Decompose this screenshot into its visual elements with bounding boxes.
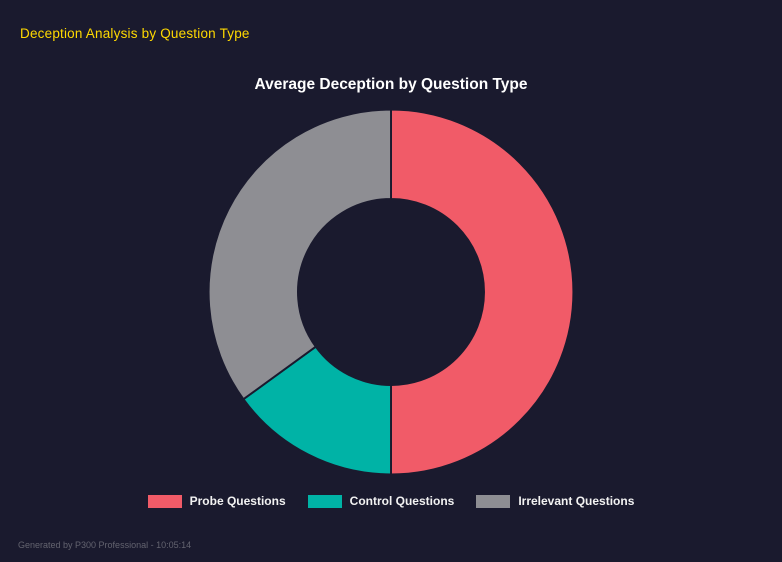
page-title: Deception Analysis by Question Type	[20, 26, 250, 41]
footer-note: Generated by P300 Professional - 10:05:1…	[18, 540, 192, 550]
donut-segment-probe-questions[interactable]	[390, 108, 575, 476]
chart-title: Average Deception by Question Type	[254, 76, 528, 93]
chart-legend: Probe Questions Control Questions Irreleva…	[147, 494, 634, 508]
donut-segment-control-questions[interactable]	[242, 345, 392, 476]
legend-swatch	[147, 494, 182, 508]
legend-label: Irrelevant Questions	[518, 494, 635, 508]
legend-label: Control Questions	[349, 494, 455, 508]
donut-chart	[207, 108, 575, 476]
legend-swatch	[476, 494, 511, 508]
donut-segment-irrelevant-questions[interactable]	[207, 108, 392, 401]
legend-item-control-questions[interactable]: Control Questions	[307, 494, 455, 508]
chart-panel: Average Deception by Question Type Probe…	[0, 62, 782, 508]
legend-item-irrelevant-questions[interactable]: Irrelevant Questions	[476, 494, 634, 508]
legend-item-probe-questions[interactable]: Probe Questions	[147, 494, 286, 508]
legend-swatch	[307, 494, 342, 508]
legend-label: Probe Questions	[189, 494, 286, 508]
